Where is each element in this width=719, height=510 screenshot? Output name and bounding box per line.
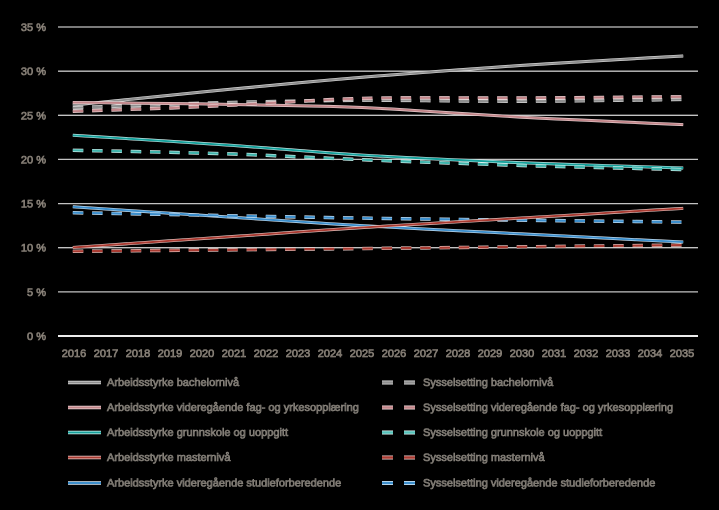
- svg-text:2021: 2021: [222, 348, 246, 360]
- svg-text:2027: 2027: [414, 348, 438, 360]
- svg-text:Arbeidsstyrke videregående fag: Arbeidsstyrke videregående fag- og yrkes…: [107, 402, 359, 414]
- svg-text:2029: 2029: [478, 348, 502, 360]
- svg-text:Sysselsetting bachelornivå: Sysselsetting bachelornivå: [423, 377, 554, 389]
- svg-text:2018: 2018: [126, 348, 150, 360]
- svg-text:2031: 2031: [542, 348, 566, 360]
- svg-text:5 %: 5 %: [27, 287, 46, 299]
- svg-text:2022: 2022: [254, 348, 278, 360]
- svg-text:Arbeidsstyrke masternivå: Arbeidsstyrke masternivå: [107, 452, 231, 464]
- svg-text:2028: 2028: [446, 348, 470, 360]
- svg-text:Arbeidsstyrke grunnskole og uo: Arbeidsstyrke grunnskole og uoppgitt: [107, 427, 288, 439]
- svg-text:2033: 2033: [606, 348, 630, 360]
- svg-text:2019: 2019: [158, 348, 182, 360]
- svg-text:2030: 2030: [510, 348, 534, 360]
- svg-text:2016: 2016: [62, 348, 86, 360]
- svg-text:15 %: 15 %: [21, 199, 46, 211]
- svg-text:Arbeidsstyrke bachelornivå: Arbeidsstyrke bachelornivå: [107, 377, 240, 389]
- svg-text:Arbeidsstyrke videregående stu: Arbeidsstyrke videregående studieforbere…: [107, 478, 341, 490]
- svg-text:2025: 2025: [350, 348, 374, 360]
- svg-text:2034: 2034: [638, 348, 662, 360]
- svg-text:0 %: 0 %: [27, 331, 46, 343]
- svg-text:2032: 2032: [574, 348, 598, 360]
- svg-text:10 %: 10 %: [21, 243, 46, 255]
- svg-text:2017: 2017: [94, 348, 118, 360]
- svg-text:Sysselsetting grunnskole og uo: Sysselsetting grunnskole og uoppgitt: [423, 427, 602, 439]
- svg-text:2035: 2035: [670, 348, 694, 360]
- svg-text:30 %: 30 %: [21, 66, 46, 78]
- svg-text:25 %: 25 %: [21, 110, 46, 122]
- svg-text:20 %: 20 %: [21, 154, 46, 166]
- svg-text:Sysselsetting videregående fag: Sysselsetting videregående fag- og yrkes…: [423, 402, 673, 414]
- svg-text:2020: 2020: [190, 348, 214, 360]
- svg-text:35 %: 35 %: [21, 22, 46, 34]
- svg-text:2026: 2026: [382, 348, 406, 360]
- svg-text:Sysselsetting masternivå: Sysselsetting masternivå: [423, 452, 546, 464]
- svg-text:2023: 2023: [286, 348, 310, 360]
- svg-text:2024: 2024: [318, 348, 342, 360]
- svg-text:Sysselsetting videregående stu: Sysselsetting videregående studieforbere…: [423, 478, 655, 490]
